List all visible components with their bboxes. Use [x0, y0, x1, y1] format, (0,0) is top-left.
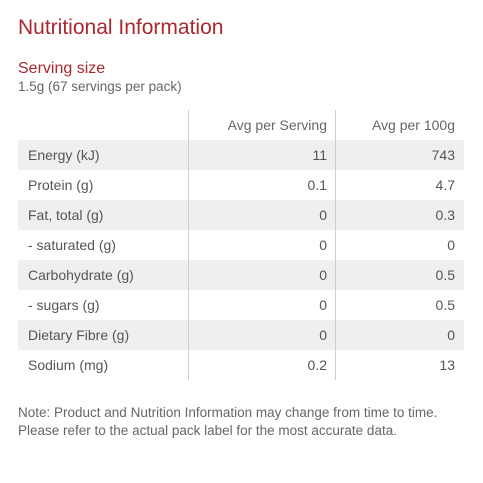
table-row: Carbohydrate (g) 0 0.5 — [18, 260, 464, 290]
header-per-serving: Avg per Serving — [227, 117, 327, 133]
per-serving-value: 0.2 — [307, 357, 327, 373]
per-serving-value: 0.1 — [307, 177, 327, 193]
column-divider — [188, 200, 189, 230]
page-title: Nutritional Information — [18, 16, 224, 39]
table-row: Fat, total (g) 0 0.3 — [18, 200, 464, 230]
column-divider — [335, 260, 336, 290]
per-serving-value: 0 — [189, 320, 336, 350]
table-row: - saturated (g) 0 0 — [18, 230, 464, 260]
per-100g-value: 743 — [336, 140, 464, 170]
table-row: Protein (g) 0.1 4.7 — [18, 170, 464, 200]
column-divider — [188, 230, 189, 260]
nutrient-name: - saturated (g) — [28, 237, 116, 253]
per-100g-value: 0 — [336, 320, 464, 350]
table-row: Sodium (mg) 0.2 13 — [18, 350, 464, 380]
per-serving-value: 0 — [189, 260, 336, 290]
table-header-row: Avg per Serving Avg per 100g — [18, 110, 464, 140]
column-divider — [335, 290, 336, 320]
nutrient-name: Dietary Fibre (g) — [18, 320, 189, 350]
serving-size-label: Serving size — [18, 60, 106, 77]
table-row: Dietary Fibre (g) 0 0 — [18, 320, 464, 350]
disclaimer-note: Note: Product and Nutrition Information … — [18, 405, 438, 438]
per-serving-value: 0 — [189, 200, 336, 230]
per-serving-value: 0 — [319, 297, 327, 313]
nutrient-name: - sugars (g) — [28, 297, 100, 313]
column-divider — [188, 320, 189, 350]
column-divider — [335, 230, 336, 260]
header-nutrient — [18, 110, 189, 140]
table-row: Energy (kJ) 11 743 — [18, 140, 464, 170]
column-divider — [335, 320, 336, 350]
column-divider — [188, 260, 189, 290]
per-100g-value: 0.5 — [336, 260, 464, 290]
per-100g-value: 13 — [439, 357, 455, 373]
per-100g-value: 4.7 — [435, 177, 455, 193]
per-100g-value: 0 — [447, 237, 455, 253]
serving-size-value: 1.5g (67 servings per pack) — [18, 79, 182, 94]
column-divider — [335, 110, 336, 140]
column-divider — [188, 350, 189, 380]
per-serving-value: 11 — [189, 140, 336, 170]
nutrition-table: Avg per Serving Avg per 100g Energy (kJ)… — [18, 110, 464, 380]
table-row: - sugars (g) 0 0.5 — [18, 290, 464, 320]
column-divider — [188, 110, 189, 140]
nutrient-name: Carbohydrate (g) — [18, 260, 189, 290]
column-divider — [335, 350, 336, 380]
nutrient-name: Protein (g) — [28, 177, 94, 193]
nutrient-name: Sodium (mg) — [28, 357, 109, 373]
nutrient-name: Fat, total (g) — [18, 200, 189, 230]
column-divider — [335, 170, 336, 200]
column-divider — [188, 170, 189, 200]
column-divider — [188, 140, 189, 170]
column-divider — [335, 140, 336, 170]
per-100g-value: 0.3 — [336, 200, 464, 230]
nutrient-name: Energy (kJ) — [18, 140, 189, 170]
column-divider — [335, 200, 336, 230]
column-divider — [188, 290, 189, 320]
per-100g-value: 0.5 — [435, 297, 455, 313]
header-per-100g: Avg per 100g — [371, 117, 455, 133]
per-serving-value: 0 — [319, 237, 327, 253]
